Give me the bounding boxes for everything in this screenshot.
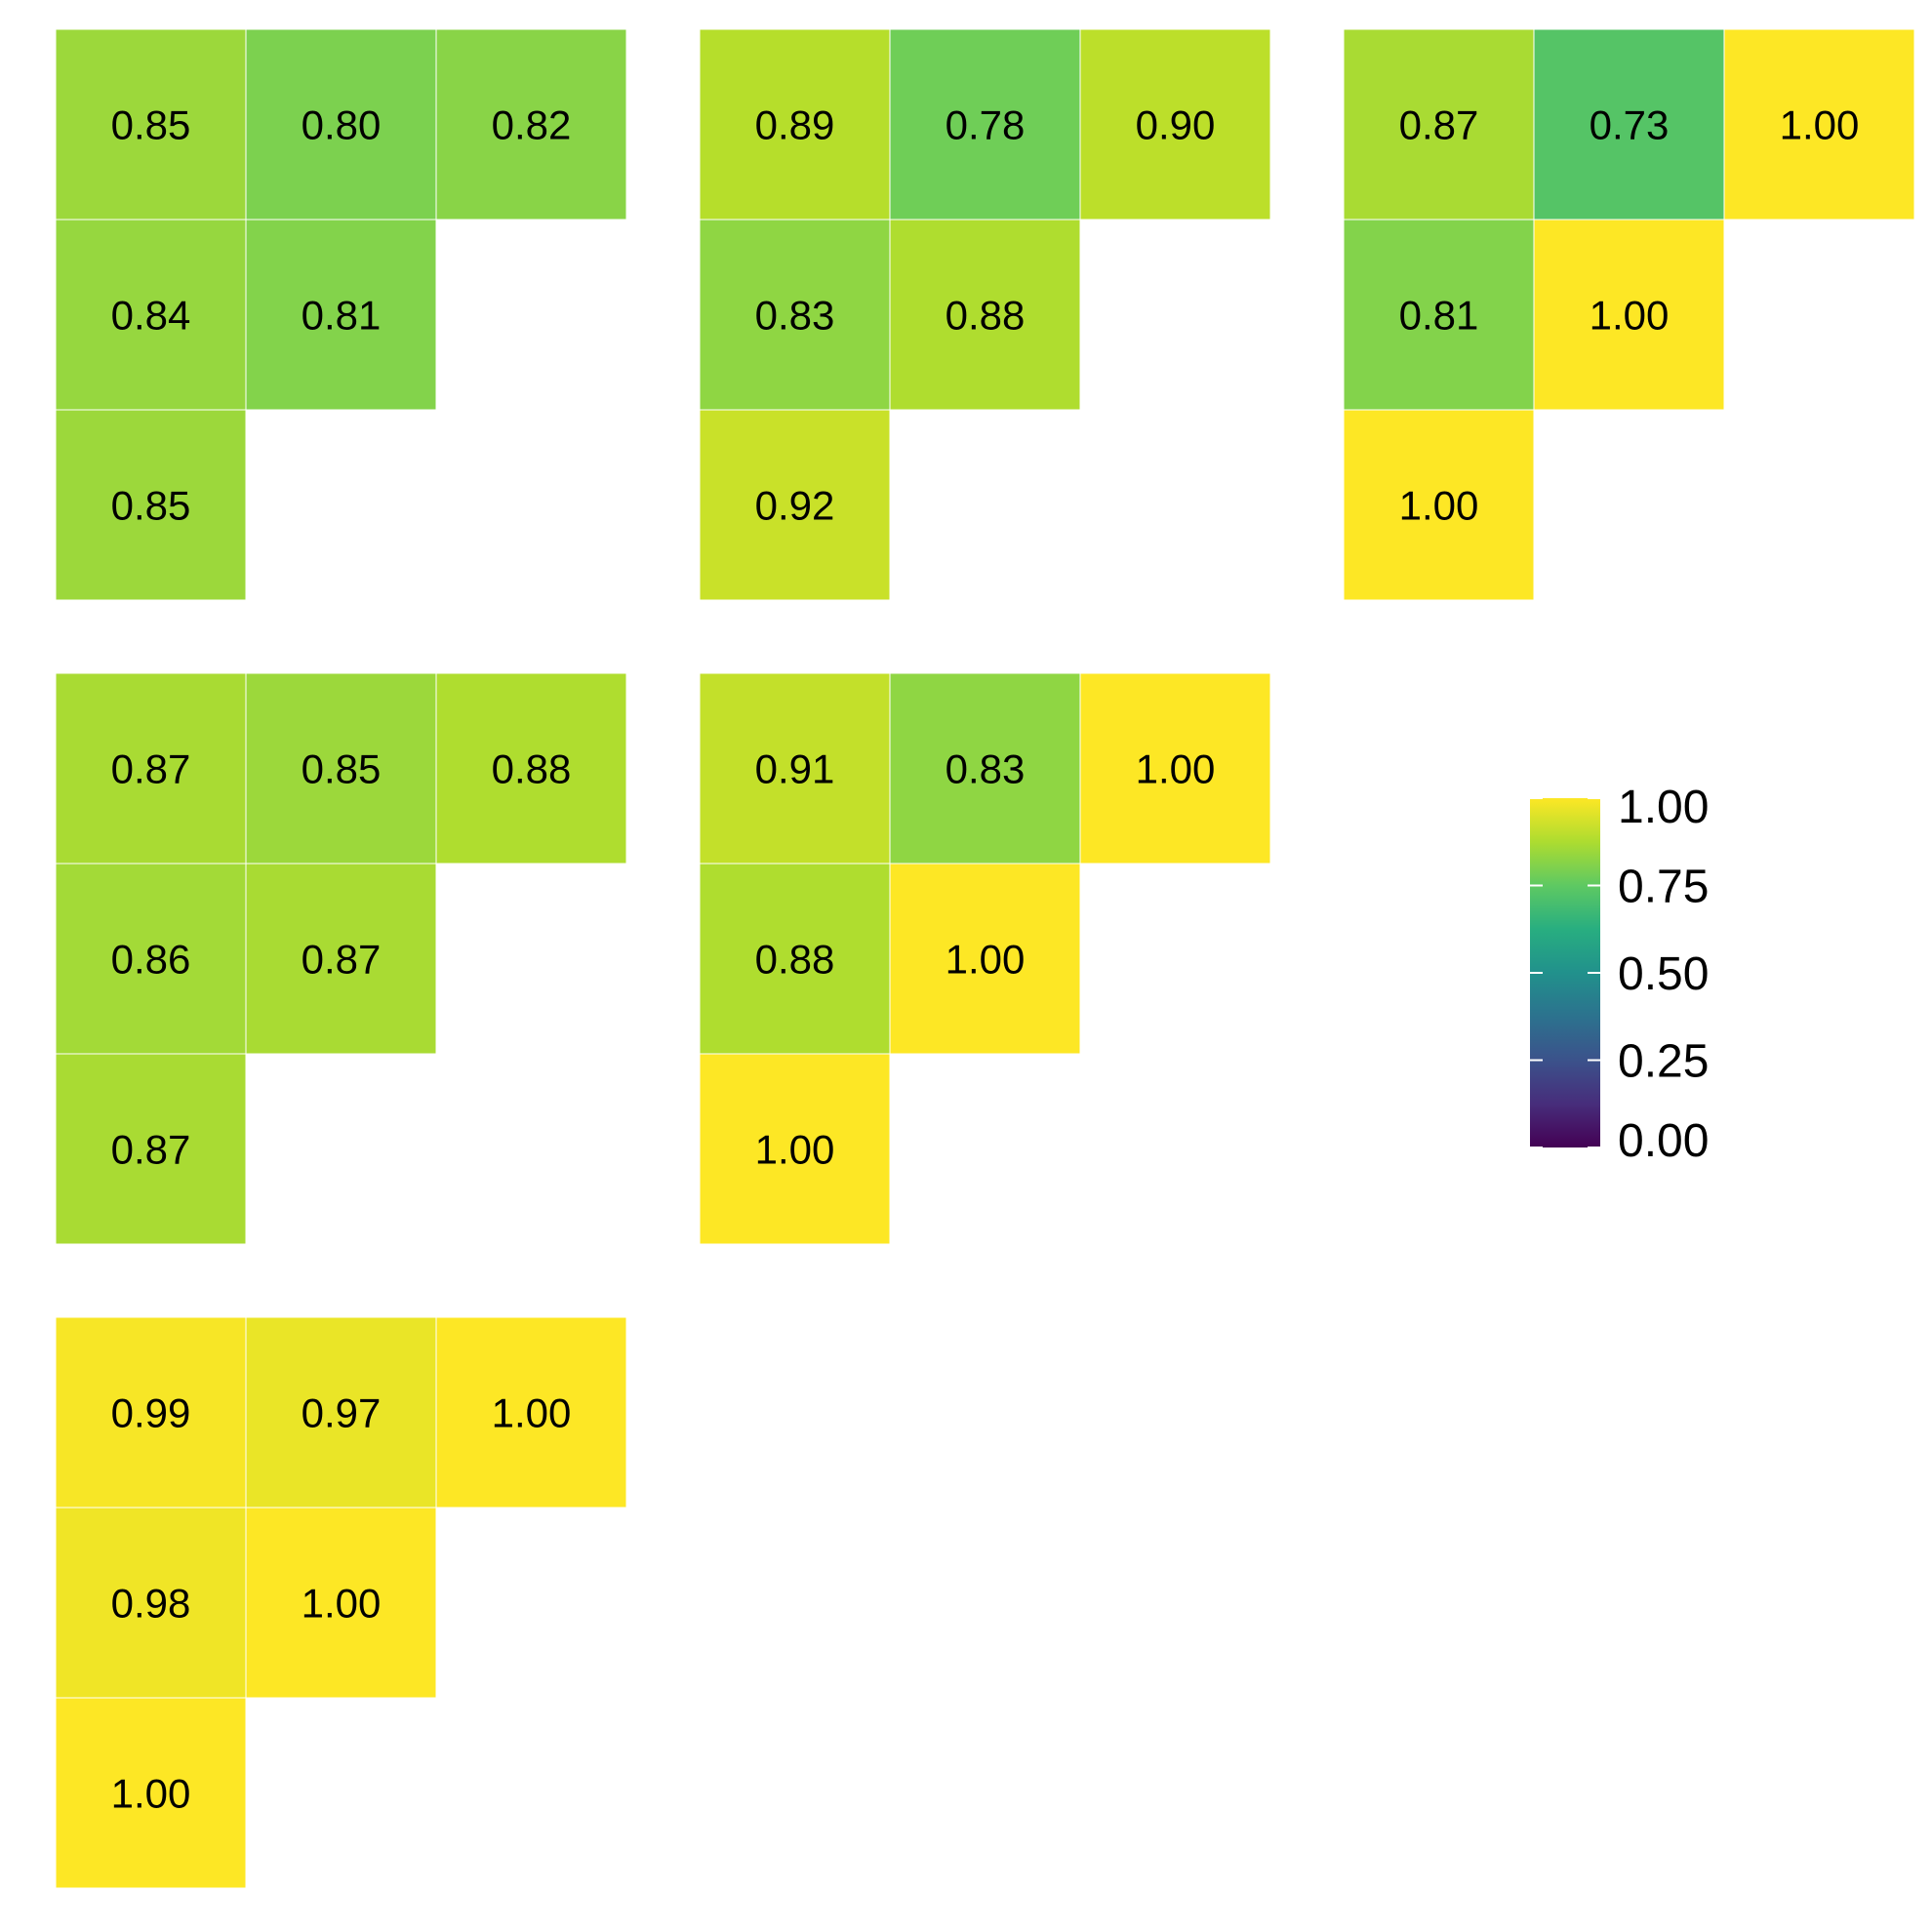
heatmap-panel-2: 0.89 0.78 0.90 0.83 0.88 0.92	[699, 28, 1271, 601]
heatmap-panel-4: 0.87 0.85 0.88 0.86 0.87 0.87	[55, 672, 627, 1245]
cell-value-label: 0.87	[302, 937, 382, 983]
heatmap-panel-1: 0.85 0.80 0.82 0.84 0.81 0.85	[55, 28, 627, 601]
heatmap-cell	[699, 409, 891, 601]
heatmap-cell	[1343, 28, 1535, 221]
cell-value-label: 1.00	[946, 937, 1026, 983]
heatmap-panel-5: 0.91 0.83 1.00 0.88 1.00 1.00	[699, 672, 1271, 1245]
heatmap-cell	[55, 863, 247, 1055]
cell-value-label: 1.00	[1590, 293, 1670, 339]
legend-tick-label: 1.00	[1618, 782, 1709, 833]
heatmap-cell	[245, 863, 437, 1055]
cell-value-label: 0.73	[1590, 102, 1670, 148]
heatmap-cell	[245, 1507, 437, 1699]
legend-tick-label: 0.50	[1618, 948, 1709, 1000]
heatmap-panels: 0.85 0.80 0.82 0.84 0.81 0.85 0.89 0.78 0.90 0.83…	[55, 28, 1915, 1889]
cell-value-label: 1.00	[111, 1771, 191, 1817]
cell-value-label: 0.88	[755, 937, 835, 983]
heatmap-cell	[245, 28, 437, 221]
heatmap-cell	[245, 1316, 437, 1509]
cell-value-label: 0.85	[302, 746, 382, 792]
cell-value-label: 0.78	[946, 102, 1026, 148]
legend-tick-label: 0.75	[1618, 862, 1709, 913]
heatmap-cell	[55, 1507, 247, 1699]
heatmap-cell	[55, 409, 247, 601]
heatmap-cell	[55, 672, 247, 865]
cell-value-label: 0.83	[755, 293, 835, 339]
cell-value-label: 0.83	[946, 746, 1026, 792]
cell-value-label: 0.85	[111, 483, 191, 529]
cell-value-label: 0.92	[755, 483, 835, 529]
cell-value-label: 1.00	[492, 1390, 572, 1436]
cell-value-label: 0.98	[111, 1581, 191, 1627]
cell-value-label: 0.88	[946, 293, 1026, 339]
cell-value-label: 0.81	[302, 293, 382, 339]
heatmap-cell	[55, 1697, 247, 1889]
heatmap-cell	[889, 28, 1081, 221]
heatmap-panel-3: 0.87 0.73 1.00 0.81 1.00 1.00	[1343, 28, 1915, 601]
cell-value-label: 0.80	[302, 102, 382, 148]
cell-value-label: 0.86	[111, 937, 191, 983]
cell-value-label: 0.84	[111, 293, 191, 339]
heatmap-cell	[245, 219, 437, 411]
cell-value-label: 0.97	[302, 1390, 382, 1436]
cell-value-label: 1.00	[1780, 102, 1860, 148]
cell-value-label: 1.00	[755, 1127, 835, 1173]
cell-value-label: 0.87	[111, 746, 191, 792]
heatmap-cell	[435, 1316, 627, 1509]
cell-value-label: 0.85	[111, 102, 191, 148]
heatmap-cell	[55, 1053, 247, 1245]
color-legend: 1.00 0.75 0.50 0.25 0.00	[1530, 782, 1709, 1167]
heatmap-cell	[1723, 28, 1915, 221]
cell-value-label: 0.87	[111, 1127, 191, 1173]
cell-value-label: 0.90	[1136, 102, 1216, 148]
heatmap-cell	[1079, 28, 1271, 221]
heatmap-cell	[1533, 219, 1725, 411]
heatmap-cell	[699, 863, 891, 1055]
heatmap-cell	[1343, 219, 1535, 411]
heatmap-cell	[889, 219, 1081, 411]
cell-value-label: 0.87	[1399, 102, 1479, 148]
heatmap-cell	[435, 672, 627, 865]
heatmap-cell	[55, 1316, 247, 1509]
heatmap-cell	[1343, 409, 1535, 601]
legend-tick-label: 0.00	[1618, 1115, 1709, 1167]
heatmap-cell	[699, 672, 891, 865]
cell-value-label: 1.00	[302, 1581, 382, 1627]
cell-value-label: 0.99	[111, 1390, 191, 1436]
cell-value-label: 0.91	[755, 746, 835, 792]
heatmap-cell	[889, 863, 1081, 1055]
cell-value-label: 1.00	[1136, 746, 1216, 792]
legend-tick-label: 0.25	[1618, 1036, 1709, 1088]
cell-value-label: 0.81	[1399, 293, 1479, 339]
heatmap-cell	[699, 1053, 891, 1245]
cell-value-label: 0.82	[492, 102, 572, 148]
cell-value-label: 0.88	[492, 746, 572, 792]
heatmap-panel-6: 0.99 0.97 1.00 0.98 1.00 1.00	[55, 1316, 627, 1889]
heatmap-cell	[1079, 672, 1271, 865]
cell-value-label: 0.89	[755, 102, 835, 148]
cell-value-label: 1.00	[1399, 483, 1479, 529]
heatmap-cell	[435, 28, 627, 221]
heatmap-cell	[1533, 28, 1725, 221]
heatmap-cell	[55, 28, 247, 221]
heatmap-cell	[699, 28, 891, 221]
